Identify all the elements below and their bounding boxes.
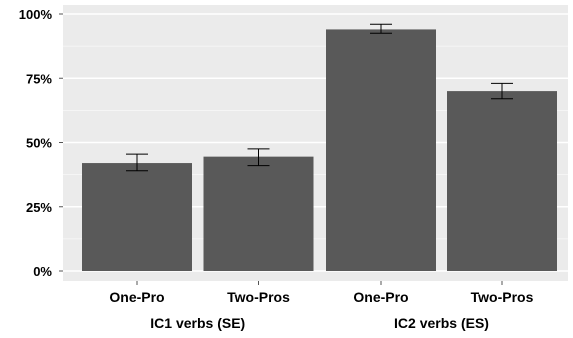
bar bbox=[82, 163, 192, 271]
x-category-label: One-Pro bbox=[353, 289, 408, 305]
y-tick-label: 0% bbox=[33, 264, 52, 279]
bar bbox=[203, 156, 314, 271]
x-category-label: One-Pro bbox=[109, 289, 164, 305]
x-group-label: IC2 verbs (ES) bbox=[394, 315, 489, 331]
y-tick-label: 25% bbox=[26, 200, 52, 215]
x-category-label: Two-Pros bbox=[471, 289, 534, 305]
bar bbox=[326, 29, 436, 272]
bar bbox=[447, 91, 557, 271]
x-category-label: Two-Pros bbox=[227, 289, 290, 305]
x-group-label: IC1 verbs (SE) bbox=[150, 315, 245, 331]
y-tick-label: 100% bbox=[19, 7, 53, 22]
y-tick-label: 75% bbox=[26, 71, 52, 86]
y-tick-label: 50% bbox=[26, 136, 52, 151]
